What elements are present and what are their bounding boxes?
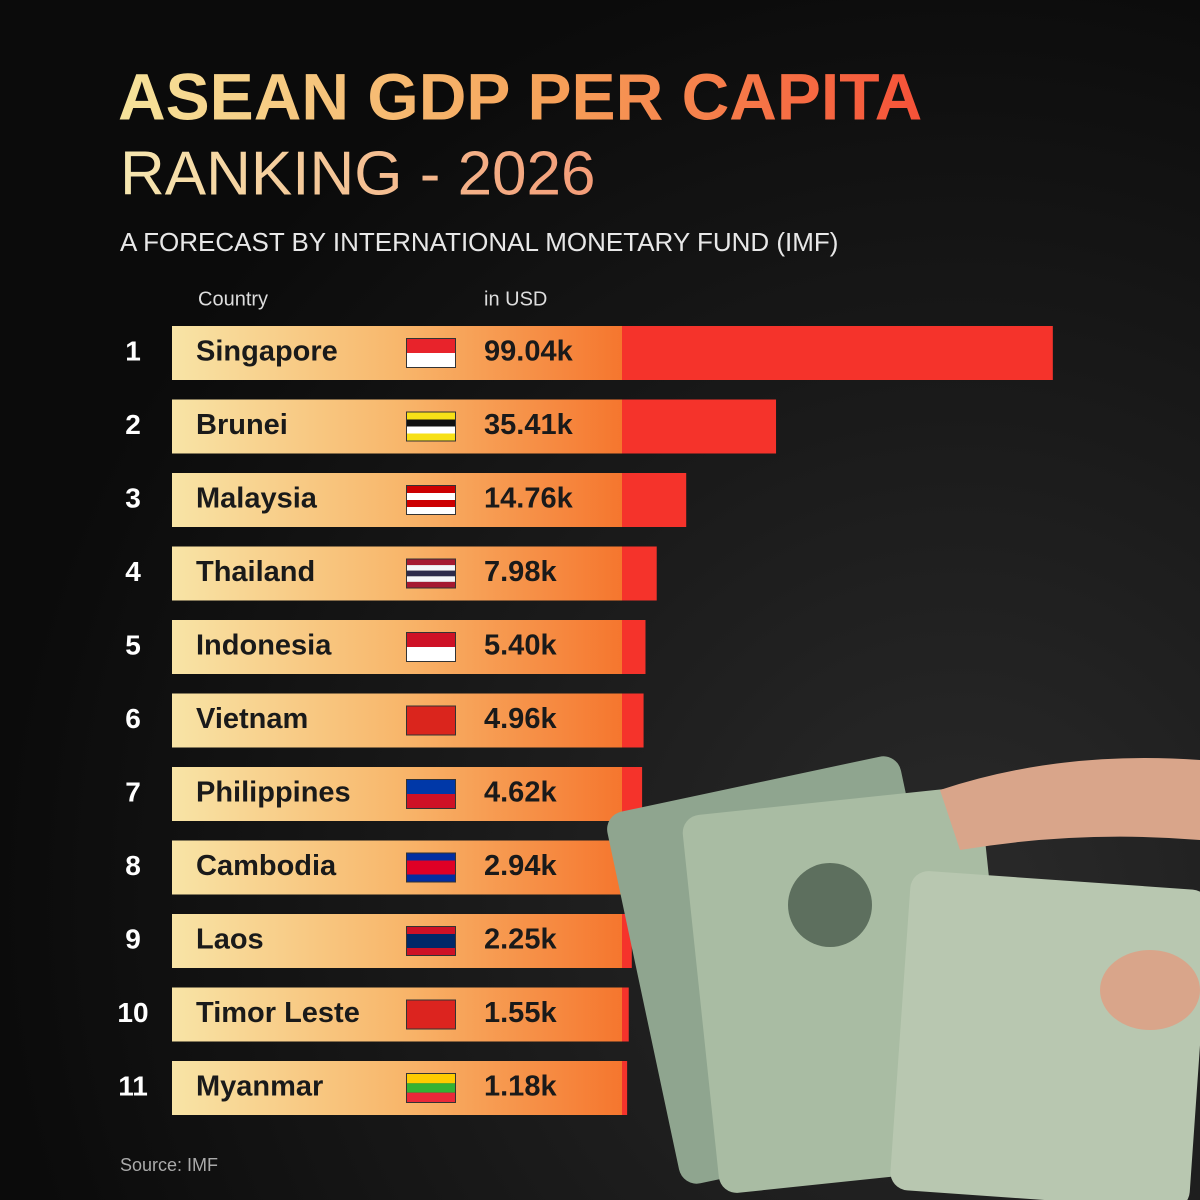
value-label: 35.41k xyxy=(484,409,574,441)
chart-note: A FORECAST BY INTERNATIONAL MONETARY FUN… xyxy=(120,227,838,257)
category-label: Singapore xyxy=(196,336,338,368)
flag-stripe xyxy=(407,486,455,493)
flag-stripe xyxy=(407,633,455,647)
value-label: 14.76k xyxy=(484,483,574,515)
rank-label: 11 xyxy=(118,1070,148,1101)
rank-label: 8 xyxy=(125,850,141,881)
flag-stripe xyxy=(407,1000,455,1029)
flag-stripe xyxy=(407,570,455,577)
flag-stripe xyxy=(407,1092,455,1102)
flag-stripe xyxy=(407,1074,455,1084)
bar xyxy=(172,1061,628,1115)
flag-stripe xyxy=(407,353,455,367)
value-label: 4.96k xyxy=(484,703,557,735)
flag-stripe xyxy=(407,941,455,948)
category-label: Brunei xyxy=(196,409,288,441)
flag-stripe xyxy=(407,860,455,868)
rank-label: 10 xyxy=(117,997,148,1028)
value-label: 1.55k xyxy=(484,997,557,1029)
flag-stripe xyxy=(407,948,455,955)
source: Source: IMF xyxy=(120,1155,218,1175)
category-label: Vietnam xyxy=(196,703,308,735)
value-label: 2.94k xyxy=(484,850,557,882)
flag-stripe xyxy=(407,581,455,588)
bar xyxy=(172,987,629,1042)
flag-stripe xyxy=(407,419,455,427)
flag-stripe xyxy=(407,874,455,882)
flag-stripe xyxy=(407,507,455,514)
category-label: Cambodia xyxy=(196,850,337,882)
flag-stripe xyxy=(407,426,455,434)
flag-stripe xyxy=(407,780,455,794)
category-label: Thailand xyxy=(196,556,315,588)
flag-stripe xyxy=(407,433,455,441)
rank-label: 9 xyxy=(125,923,141,954)
flag-stripe xyxy=(407,559,455,566)
flag-stripe xyxy=(407,412,455,420)
flag-stripe xyxy=(407,934,455,941)
flag-stripe xyxy=(407,339,455,353)
rank-label: 1 xyxy=(125,335,141,366)
flag-stripe xyxy=(407,565,455,571)
rank-label: 3 xyxy=(125,482,141,513)
category-label: Philippines xyxy=(196,777,351,809)
category-label: Malaysia xyxy=(196,483,318,515)
money-decoration xyxy=(607,756,1200,1200)
flag-stripe xyxy=(407,493,455,500)
thumb xyxy=(1100,950,1200,1030)
value-header: in USD xyxy=(484,288,547,310)
bar xyxy=(172,840,635,895)
flag-stripe xyxy=(407,706,455,735)
flag-stripe xyxy=(407,867,455,875)
chart-title: ASEAN GDP PER CAPITA xyxy=(118,59,922,133)
bar xyxy=(172,326,1053,380)
rank-label: 4 xyxy=(125,556,141,587)
flag-stripe xyxy=(407,647,455,661)
value-label: 5.40k xyxy=(484,630,557,662)
value-label: 2.25k xyxy=(484,924,557,956)
value-label: 7.98k xyxy=(484,556,557,588)
flag-stripe xyxy=(407,794,455,808)
value-label: 1.18k xyxy=(484,1071,557,1103)
category-label: Timor Leste xyxy=(196,997,360,1029)
chart-subtitle: RANKING - 2026 xyxy=(120,139,596,208)
hand xyxy=(940,758,1200,850)
rank-label: 5 xyxy=(125,629,141,660)
flag-stripe xyxy=(407,500,455,507)
seal xyxy=(788,863,872,947)
category-label: Indonesia xyxy=(196,630,332,662)
rank-label: 2 xyxy=(125,409,141,440)
rank-label: 7 xyxy=(125,776,141,807)
bar xyxy=(172,399,777,454)
category-label: Laos xyxy=(196,924,264,956)
flag-stripe xyxy=(407,1083,455,1093)
flag-stripe xyxy=(407,927,455,934)
value-label: 4.62k xyxy=(484,777,557,809)
category-label: Myanmar xyxy=(196,1071,323,1103)
banknote xyxy=(890,871,1200,1200)
flag-stripe xyxy=(407,853,455,861)
rank-label: 6 xyxy=(125,703,141,734)
category-header: Country xyxy=(198,288,268,310)
bar xyxy=(172,914,632,968)
value-label: 99.04k xyxy=(484,336,574,368)
flag-stripe xyxy=(407,576,455,582)
bars: 1 Singapore 99.04k 2 Brunei 35.41k 3 Malaysia 14… xyxy=(117,326,1053,1115)
